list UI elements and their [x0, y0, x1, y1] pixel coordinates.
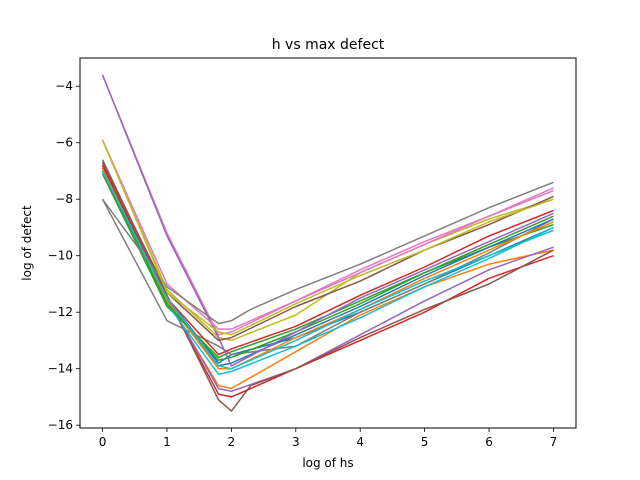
series-line-18	[101, 181, 554, 325]
y-tick-label: −14	[48, 362, 73, 376]
y-tick-label: −12	[48, 305, 73, 319]
x-tick-label: 5	[421, 435, 429, 449]
series-line-14	[101, 164, 554, 356]
y-tick-label: −6	[55, 136, 73, 150]
y-tick-label: −8	[55, 192, 73, 206]
series-line-20	[101, 170, 554, 370]
chart-title: h vs max defect	[272, 37, 385, 53]
y-axis-label: log of defect	[20, 205, 34, 281]
x-tick-label: 1	[163, 435, 171, 449]
series-line-15	[101, 74, 554, 367]
y-axis-ticks: −16 −14 −12 −10 −8 −6 −4	[48, 79, 80, 432]
series-line-19	[101, 139, 554, 336]
x-tick-label: 4	[356, 435, 364, 449]
series-line-6	[101, 159, 554, 412]
x-tick-label: 2	[228, 435, 236, 449]
series-group	[101, 74, 554, 412]
x-tick-label: 3	[292, 435, 300, 449]
series-line-16	[101, 162, 554, 342]
series-line-10	[101, 170, 554, 376]
y-tick-label: −10	[48, 249, 73, 263]
axes-frame	[79, 57, 577, 429]
y-tick-label: −16	[48, 418, 73, 432]
x-tick-label: 7	[550, 435, 558, 449]
x-tick-label: 6	[485, 435, 493, 449]
y-tick-label: −4	[55, 79, 73, 93]
x-axis-ticks: 0 1 2 3 4 5 6 7	[99, 428, 558, 449]
x-tick-label: 0	[99, 435, 107, 449]
x-axis-label: log of hs	[302, 456, 353, 470]
